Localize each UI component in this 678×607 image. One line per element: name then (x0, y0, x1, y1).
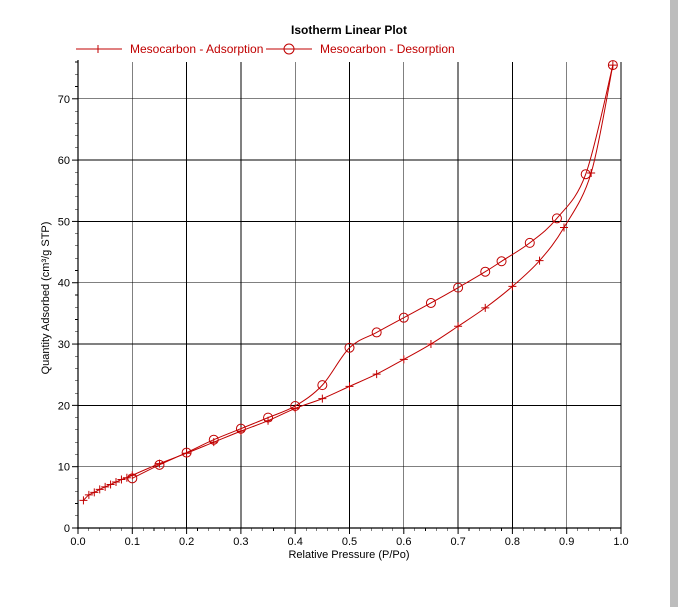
data-point-adsorption (79, 496, 88, 505)
x-tick-label: 0.5 (342, 536, 357, 548)
y-tick-label: 0 (64, 523, 70, 535)
data-point-desorption (235, 423, 246, 434)
data-point-adsorption (90, 488, 99, 497)
y-tick-label: 60 (58, 155, 70, 167)
data-point-desorption (398, 312, 409, 323)
data-point-adsorption (508, 282, 517, 291)
data-point-desorption (263, 412, 274, 423)
series-line-adsorption (83, 64, 614, 501)
data-point-desorption (127, 473, 138, 484)
data-point-adsorption (318, 394, 327, 403)
x-tick-label: 0.3 (233, 536, 248, 548)
data-point-adsorption (122, 473, 131, 482)
y-tick-label: 30 (58, 339, 70, 351)
y-tick-label: 70 (58, 94, 70, 106)
data-point-desorption (607, 60, 618, 71)
legend-plus-marker (94, 45, 102, 53)
vertical-scrollbar[interactable] (670, 0, 678, 607)
data-point-adsorption (535, 256, 544, 265)
data-point-adsorption (426, 340, 435, 349)
data-point-desorption (154, 459, 165, 470)
data-point-adsorption (106, 480, 115, 489)
data-point-adsorption (117, 475, 126, 484)
data-point-adsorption (84, 490, 93, 499)
data-point-desorption (480, 266, 491, 277)
data-point-desorption (317, 380, 328, 391)
chart-title: Isotherm Linear Plot (291, 23, 407, 37)
data-point-adsorption (112, 478, 121, 487)
data-point-desorption (425, 297, 436, 308)
data-point-desorption (496, 256, 507, 267)
x-tick-labels: 0.0 0.1 0.2 0.3 0.4 0.5 0.6 0.7 0.8 0.9 1.0 (70, 528, 629, 548)
legend-label-desorption: Mesocarbon - Desorption (320, 42, 455, 56)
data-point-desorption (181, 447, 192, 458)
data-point-adsorption (454, 322, 463, 331)
data-point-adsorption (101, 482, 110, 491)
x-tick-label: 0.7 (450, 536, 465, 548)
data-point-adsorption (399, 355, 408, 364)
series-line-desorption (132, 64, 614, 479)
y-tick-labels: 0 10 20 30 40 50 60 70 (58, 94, 78, 535)
legend: Mesocarbon - Adsorption Mesocarbon - Des… (76, 42, 455, 56)
y-tick-label: 10 (58, 462, 70, 474)
data-point-desorption (453, 282, 464, 293)
data-point-adsorption (95, 485, 104, 494)
data-point-desorption (208, 434, 219, 445)
data-point-adsorption (481, 303, 490, 312)
data-point-adsorption (587, 168, 596, 177)
y-axis-label: Quantity Adsorbed (cm³/g STP) (40, 222, 52, 375)
data-point-desorption (371, 327, 382, 338)
axes (77, 60, 621, 529)
y-tick-label: 20 (58, 400, 70, 412)
data-point-desorption (344, 342, 355, 353)
x-tick-label: 1.0 (613, 536, 628, 548)
data-point-adsorption (345, 382, 354, 391)
series-layer (79, 60, 618, 505)
data-point-adsorption (559, 223, 568, 232)
data-point-desorption (551, 213, 562, 224)
data-point-adsorption (182, 449, 191, 458)
data-point-desorption (524, 237, 535, 248)
x-tick-label: 0.9 (559, 536, 574, 548)
x-tick-label: 0.6 (396, 536, 411, 548)
data-point-adsorption (372, 370, 381, 379)
x-axis-label: Relative Pressure (P/Po) (288, 549, 409, 561)
legend-label-adsorption: Mesocarbon - Adsorption (130, 42, 263, 56)
x-tick-label: 0.0 (70, 536, 85, 548)
x-tick-label: 0.1 (125, 536, 140, 548)
y-tick-label: 40 (58, 278, 70, 290)
data-point-desorption (580, 169, 591, 180)
legend-circle-marker (283, 43, 295, 55)
x-tick-label: 0.4 (288, 536, 303, 548)
y-tick-label: 50 (58, 216, 70, 228)
x-tick-label: 0.2 (179, 536, 194, 548)
data-point-desorption (290, 400, 301, 411)
x-tick-label: 0.8 (505, 536, 520, 548)
